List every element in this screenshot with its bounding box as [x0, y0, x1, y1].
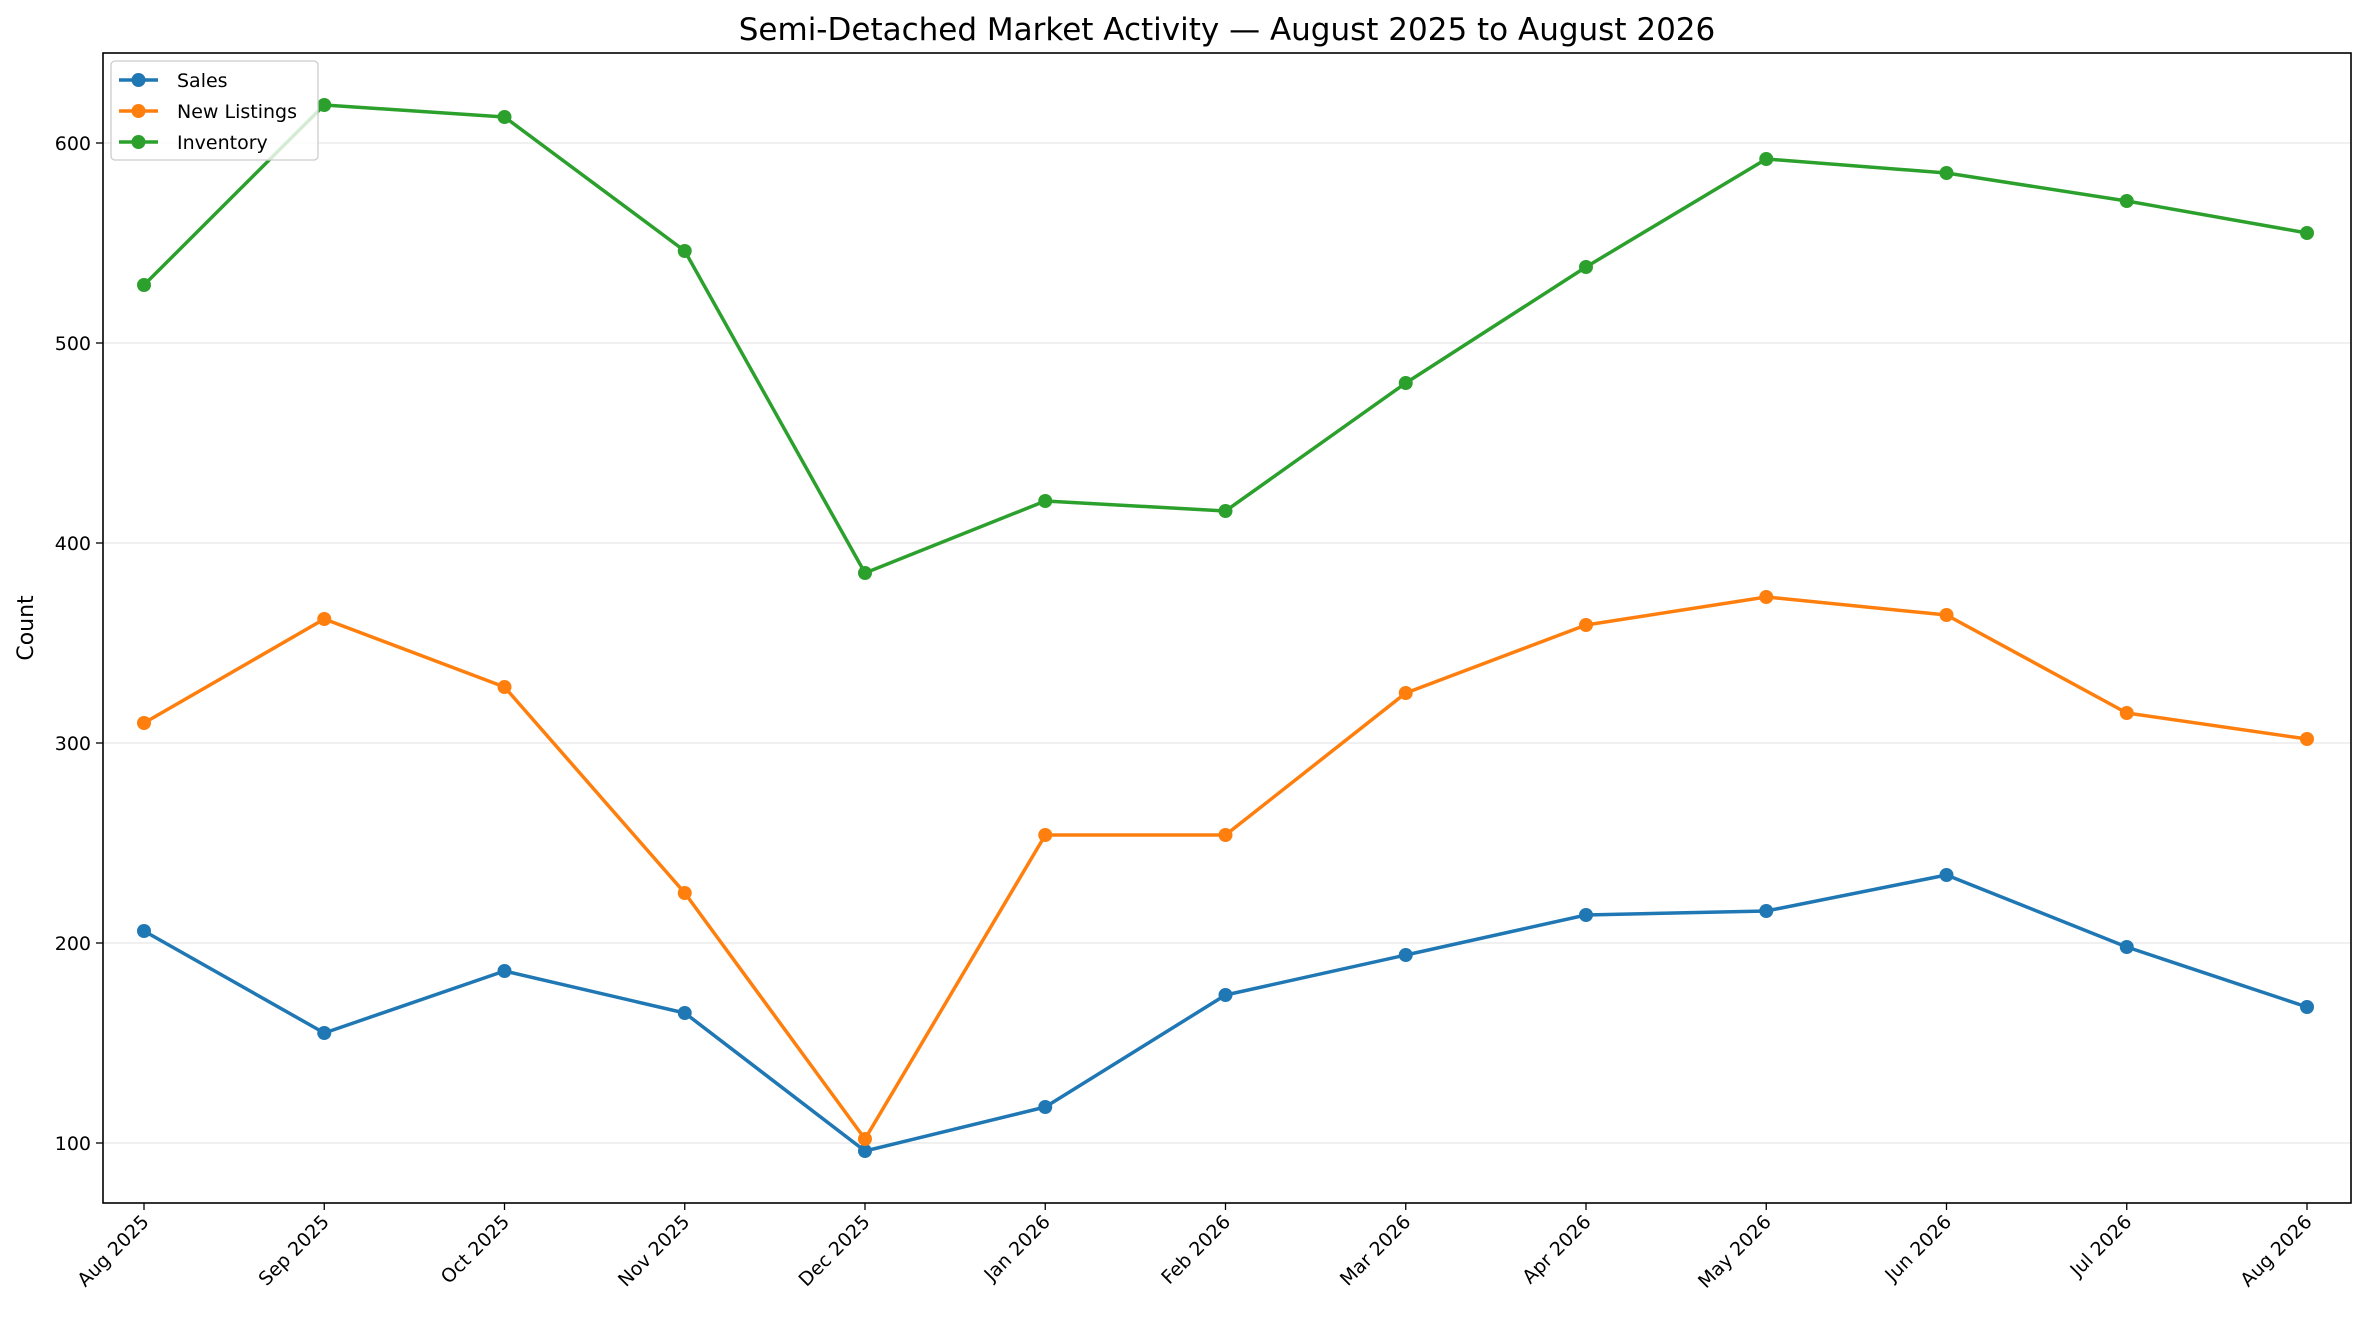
- legend-label-sales: Sales: [177, 70, 228, 92]
- y-axis-label: Count: [14, 595, 39, 661]
- y-tick-label: 500: [55, 333, 91, 355]
- sales-point: [858, 1144, 872, 1158]
- inventory-point: [317, 98, 332, 112]
- sales-point: [1218, 988, 1233, 1002]
- inventory-point: [1038, 494, 1053, 508]
- sales-point: [2119, 940, 2134, 954]
- new-listings-point: [137, 716, 151, 730]
- inventory-point: [2119, 194, 2134, 208]
- inventory-point: [1759, 152, 1774, 166]
- sales-point: [497, 964, 512, 978]
- sales-point: [1759, 904, 1774, 918]
- new-listings-point: [677, 886, 692, 900]
- y-tick-label: 200: [55, 933, 91, 955]
- y-tick-label: 300: [55, 733, 91, 755]
- legend-label-new-listings: New Listings: [177, 101, 297, 123]
- new-listings-point: [2300, 732, 2314, 746]
- new-listings-point: [1398, 686, 1413, 700]
- new-listings-point: [1759, 590, 1774, 604]
- legend-marker-sales: [131, 73, 146, 87]
- sales-point: [317, 1026, 332, 1040]
- y-tick-label: 600: [55, 133, 91, 155]
- sales-point: [1939, 868, 1954, 882]
- new-listings-point: [317, 612, 332, 626]
- sales-point: [2300, 1000, 2314, 1014]
- y-axis-ticks: 100 200 300 400 500 600: [55, 133, 103, 1155]
- legend-box: [110, 60, 319, 161]
- inventory-point: [2300, 226, 2314, 240]
- y-tick-label: 400: [55, 533, 91, 555]
- legend-marker-new-listings: [131, 104, 146, 118]
- y-tick-label: 100: [55, 1133, 91, 1155]
- new-listings-point: [1038, 828, 1053, 842]
- sales-point: [1038, 1100, 1053, 1114]
- new-listings-point: [2119, 706, 2134, 720]
- plot-area-frame: [102, 52, 2352, 1204]
- inventory-point: [858, 566, 872, 580]
- inventory-point: [1218, 504, 1233, 518]
- new-listings-point: [1939, 608, 1954, 622]
- inventory-point: [137, 278, 151, 292]
- sales-point: [1579, 908, 1593, 922]
- sales-point: [1398, 948, 1413, 962]
- new-listings-point: [497, 680, 512, 694]
- sales-point: [137, 924, 151, 938]
- new-listings-point: [1579, 618, 1593, 632]
- sales-point: [677, 1006, 692, 1020]
- legend-label-inventory: Inventory: [177, 132, 268, 154]
- inventory-point: [1398, 376, 1413, 390]
- inventory-point: [1939, 166, 1954, 180]
- series-lines: [137, 98, 2314, 1158]
- gridlines: [103, 142, 2351, 1144]
- inventory-point: [1579, 260, 1593, 274]
- chart-title: Semi-Detached Market Activity — August 2…: [739, 12, 1716, 48]
- inventory-point: [497, 110, 512, 124]
- inventory-point: [677, 244, 692, 258]
- legend: Sales New Listings Inventory: [110, 60, 319, 161]
- new-listings-point: [858, 1132, 872, 1146]
- legend-marker-inventory: [131, 135, 146, 149]
- new-listings-point: [1218, 828, 1233, 842]
